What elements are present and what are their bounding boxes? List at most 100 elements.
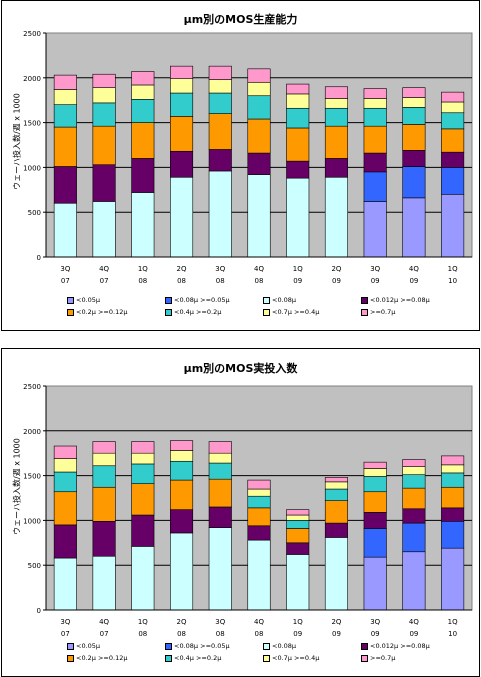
legend-swatch [361, 654, 368, 662]
legend-label: <0.4μ >=0.2μ [174, 308, 222, 316]
bar-segment [131, 483, 155, 516]
bar-segment [208, 462, 232, 480]
bar-segment [402, 97, 426, 108]
x-tick-label: 1Q [448, 618, 458, 626]
bar-segment [92, 125, 116, 166]
bar-segment [363, 491, 387, 513]
bar-segment [53, 104, 77, 128]
bar-segment [208, 79, 232, 94]
bar-segment [208, 113, 232, 150]
bar-segment [92, 486, 116, 522]
chart-panel-capacity: μm別のMOS生産能力 ウェーハ投入数/週 x 1000 0 500 1000 150… [1, 0, 480, 331]
legend-swatch [165, 296, 172, 304]
x-tick-label: 1Q [138, 618, 148, 626]
bar-segment [402, 466, 426, 476]
bar-segment [247, 174, 271, 258]
bar-segment [170, 176, 194, 258]
bar-segment [92, 87, 116, 104]
chart-title: μm別のMOS実投入数 [183, 362, 298, 375]
bar-segment [402, 508, 426, 524]
x-tick-label: 1Q [293, 618, 303, 626]
x-tick-label: 09 [409, 630, 418, 638]
x-tick-label: 3Q [370, 265, 380, 273]
x-tick-label: 2Q [177, 618, 187, 626]
bar-segment [363, 98, 387, 109]
bar-segment [208, 506, 232, 528]
x-tick-label: 08 [177, 630, 186, 638]
legend-item: <0.08μ >=0.05μ [165, 296, 230, 304]
bar-segment [131, 192, 155, 258]
bar-segment [286, 514, 310, 521]
x-tick-label: 1Q [448, 265, 458, 273]
bar-segment [363, 556, 387, 611]
bar-segment [363, 201, 387, 258]
bar-segment [441, 472, 465, 488]
x-tick-label: 07 [61, 277, 70, 285]
bar-segment [441, 112, 465, 130]
x-tick-label: 3Q [60, 265, 70, 273]
legend-item: <0.012μ >=0.08μ [361, 296, 430, 304]
bar-segment [324, 500, 348, 524]
x-tick-label: 07 [61, 630, 70, 638]
bar-segment [131, 84, 155, 100]
legend-swatch [165, 308, 172, 316]
y-tick-label: 1500 [23, 473, 41, 481]
bar-segment [247, 479, 271, 490]
y-tick-label: 500 [28, 209, 41, 217]
legend-label: >=0.7μ [370, 654, 396, 662]
bar-segment [170, 116, 194, 152]
legend-item: <0.05μ [67, 642, 100, 650]
bar-segment [92, 555, 116, 611]
bar-segment [441, 193, 465, 258]
legend-swatch [263, 296, 270, 304]
x-tick-label: 08 [138, 630, 147, 638]
bar-segment [131, 441, 155, 454]
bar-segment [131, 122, 155, 159]
x-tick-label: 09 [332, 277, 341, 285]
bar-segment [363, 476, 387, 493]
bar-segment [170, 509, 194, 534]
legend-item: <0.08μ [263, 296, 296, 304]
bar-segment [441, 520, 465, 549]
x-tick-label: 10 [448, 277, 457, 285]
bar-segment [247, 488, 271, 497]
bar-segment [92, 73, 116, 88]
y-tick-label: 1000 [23, 517, 41, 525]
bar-segment [324, 86, 348, 99]
legend-swatch [67, 642, 74, 650]
bar-segment [441, 151, 465, 168]
x-tick-label: 09 [371, 630, 380, 638]
bar-segment [402, 522, 426, 553]
x-tick-label: 3Q [215, 618, 225, 626]
legend-swatch [263, 642, 270, 650]
x-tick-label: 07 [100, 630, 109, 638]
bar-segment [324, 176, 348, 258]
bar-segment [247, 507, 271, 527]
bar-segment [92, 201, 116, 258]
bar-segment [441, 91, 465, 103]
bar-segment [363, 107, 387, 127]
x-tick-label: 08 [255, 630, 264, 638]
bar-segment [170, 450, 194, 462]
x-tick-label: 10 [448, 630, 457, 638]
bar-segment [402, 459, 426, 467]
bar-segment [92, 452, 116, 467]
bar-segment [170, 78, 194, 94]
x-tick-label: 2Q [331, 265, 341, 273]
bar-segment [324, 522, 348, 538]
bar-segment [402, 487, 426, 510]
x-tick-label: 08 [255, 277, 264, 285]
bar-segment [53, 471, 77, 493]
bar-segment [53, 458, 77, 473]
chart-title: μm別のMOS生産能力 [183, 13, 298, 26]
bar-segment [402, 124, 426, 151]
bar-segment [286, 160, 310, 179]
x-tick-label: 1Q [138, 265, 148, 273]
bar-segment [208, 149, 232, 172]
bar-segment [324, 98, 348, 109]
bar-segment [286, 83, 310, 95]
x-tick-label: 08 [177, 277, 186, 285]
bar-segment [170, 460, 194, 481]
bar-segment [92, 465, 116, 488]
bar-segment [363, 528, 387, 558]
